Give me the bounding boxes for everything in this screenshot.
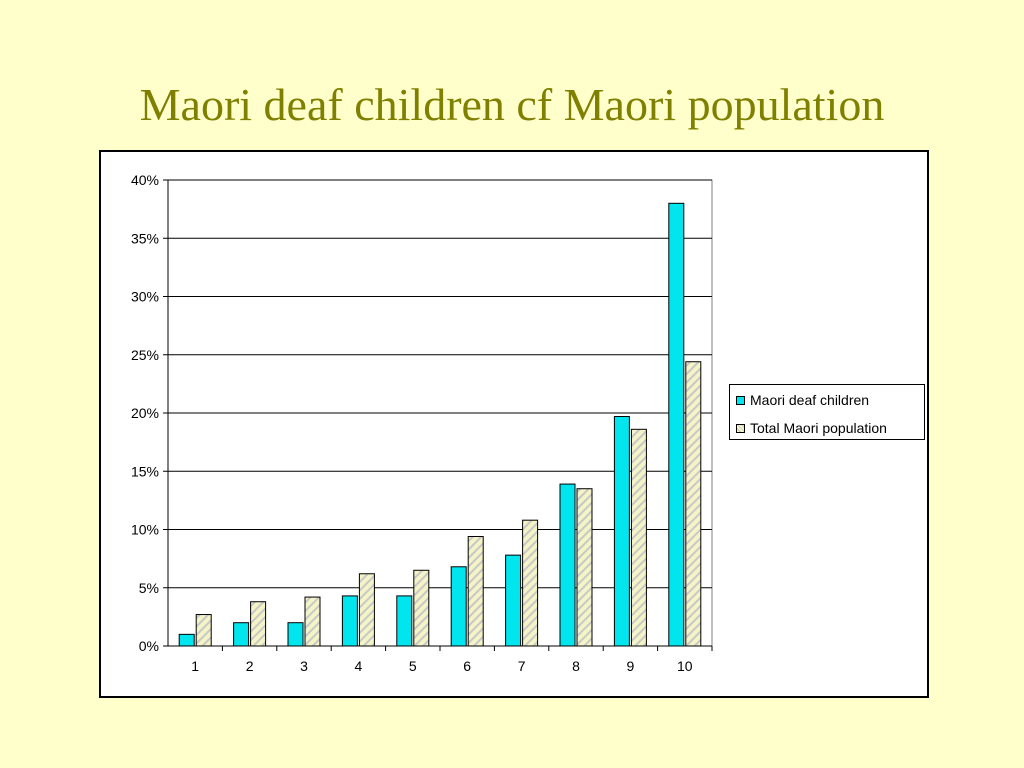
bar-total-population [413,569,430,647]
y-tick-label: 40% [131,172,159,188]
bar-total-population [195,614,212,647]
x-tick-label: 1 [191,658,199,674]
legend-label-deaf-children: Maori deaf children [750,392,870,408]
y-tick-label: 30% [131,289,159,305]
bar-deaf-children [505,554,522,647]
bar-deaf-children [287,622,304,647]
legend-item-deaf-children: Maori deaf children [736,390,869,410]
bar-deaf-children [341,595,358,647]
chart-frame: 0% 5% 10% 15% 20% 25% 30% 35% 40% 1 2 3 4 5 6 7 8 9 10 Mao… [99,150,929,698]
bar-deaf-children [233,622,250,647]
y-tick-label: 0% [139,638,159,654]
bar-deaf-children [559,483,576,647]
bar-total-population [630,428,647,647]
x-tick-label: 4 [355,658,363,674]
bar-chart: 0% 5% 10% 15% 20% 25% 30% 35% 40% 1 2 3 4 5 6 7 8 9 10 [131,172,713,674]
bar-total-population [467,535,484,647]
legend-item-total-population: Total Maori population [736,418,887,438]
x-tick-label: 3 [300,658,308,674]
legend-swatch-total-population [736,423,745,433]
bar-deaf-children [396,595,413,647]
y-tick-label: 20% [131,405,159,421]
y-tick-label: 15% [131,463,159,479]
bar-total-population [685,361,702,647]
x-tick-label: 8 [572,658,580,674]
slide-title: Maori deaf children cf Maori population [139,79,885,130]
bar-total-population [358,573,375,647]
bar-total-population [304,596,321,647]
x-tick-label: 5 [409,658,417,674]
chart-legend: Maori deaf children Total Maori populati… [729,384,925,440]
legend-swatch-deaf-children [736,395,745,405]
bar-deaf-children [450,566,467,647]
y-tick-label: 5% [139,580,159,596]
bar-total-population [576,488,593,647]
y-tick-label: 35% [131,230,159,246]
bar-deaf-children [178,633,195,647]
bar-total-population [250,601,267,647]
x-tick-label: 10 [677,658,693,674]
x-tick-label: 2 [246,658,254,674]
y-tick-label: 25% [131,347,159,363]
bar-deaf-children [668,202,685,647]
legend-label-total-population: Total Maori population [750,420,887,436]
x-tick-label: 6 [463,658,471,674]
y-tick-label: 10% [131,522,159,538]
x-tick-label: 9 [627,658,635,674]
x-tick-label: 7 [518,658,526,674]
bar-total-population [522,519,539,647]
bar-deaf-children [613,415,630,647]
